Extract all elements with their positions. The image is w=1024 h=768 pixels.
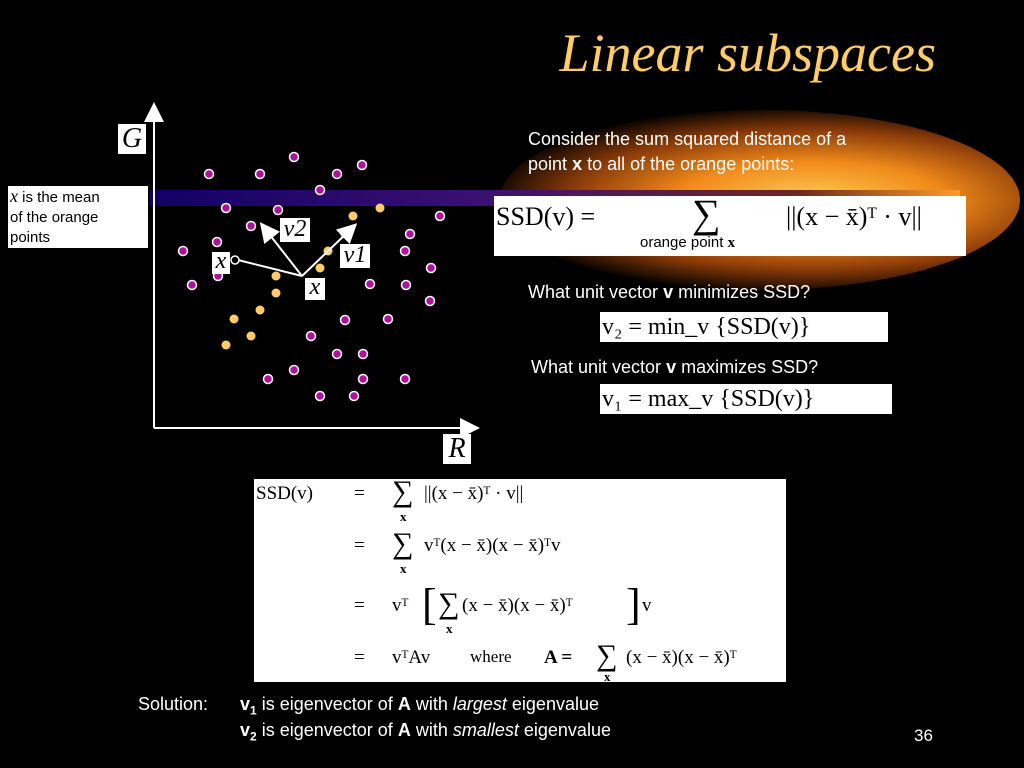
- purple-point: [254, 168, 266, 180]
- orange-point: [221, 340, 231, 350]
- x-point: [230, 255, 240, 265]
- solution-line-1: v1 is eigenvector of A with largest eige…: [240, 694, 599, 718]
- purple-point: [400, 279, 412, 291]
- mean-description-box: x is the mean of the orange points: [8, 186, 148, 248]
- slide-number: 36: [914, 726, 933, 745]
- question-maximize: What unit vector v maximizes SSD?: [531, 357, 819, 377]
- derivation-box: SSD(v) = ∑ x ||(x − x̄)ᵀ · v|| = ∑ x vᵀ(…: [254, 475, 786, 684]
- purple-point: [314, 184, 326, 196]
- purple-point: [305, 330, 317, 342]
- intro-text: Consider the sum squared distance of a p…: [528, 129, 847, 174]
- purple-point: [262, 373, 274, 385]
- purple-point: [331, 348, 343, 360]
- purple-point: [272, 204, 284, 216]
- purple-point: [382, 313, 394, 325]
- purple-point: [339, 314, 351, 326]
- scatter-plot: [144, 102, 480, 438]
- orange-point: [315, 263, 325, 273]
- purple-point: [356, 159, 368, 171]
- v2-min-formula: v₂ = min_v {SSD(v)}: [600, 312, 888, 342]
- x-point-label: x: [212, 249, 230, 274]
- orange-point: [271, 288, 281, 298]
- x-axis-label: R: [443, 434, 471, 464]
- purple-points: [177, 151, 446, 402]
- purple-point: [220, 202, 232, 214]
- y-axis-label: G: [118, 124, 146, 154]
- purple-point: [399, 245, 411, 257]
- orange-point: [246, 331, 256, 341]
- orange-point: [229, 314, 239, 324]
- purple-point: [364, 278, 376, 290]
- purple-point: [348, 390, 360, 402]
- purple-point: [288, 364, 300, 376]
- solution-label: Solution:: [138, 694, 209, 714]
- slide-title: Linear subspaces: [559, 23, 937, 83]
- purple-point: [404, 228, 416, 240]
- v1-max-formula: v₁ = max_v {SSD(v)}: [600, 384, 892, 414]
- solution-line-2: v2 is eigenvector of A with smallest eig…: [240, 720, 611, 744]
- ssd-formula-box: SSD(v) = ∑ orange point x ||(x − x̄)ᵀ · …: [494, 191, 966, 256]
- purple-point: [357, 348, 369, 360]
- purple-point: [399, 373, 411, 385]
- orange-point: [375, 203, 385, 213]
- orange-point: [255, 305, 265, 315]
- x-to-mean-line: [237, 259, 303, 277]
- purple-point: [288, 151, 300, 163]
- question-minimize: What unit vector v minimizes SSD?: [528, 282, 811, 302]
- purple-point: [424, 295, 436, 307]
- purple-point: [314, 390, 326, 402]
- purple-point: [211, 236, 223, 248]
- purple-point: [425, 262, 437, 274]
- purple-point: [203, 168, 215, 180]
- purple-point: [177, 245, 189, 257]
- v1-label: v1: [340, 243, 370, 268]
- orange-point: [271, 271, 281, 281]
- orange-point: [348, 211, 358, 221]
- v1-vector: [301, 223, 358, 277]
- purple-point: [331, 168, 343, 180]
- v2-vector: [259, 222, 303, 277]
- purple-point: [245, 220, 257, 232]
- v2-label: v2: [280, 217, 310, 242]
- purple-point: [186, 279, 198, 291]
- purple-point: [434, 210, 446, 222]
- purple-point: [357, 373, 369, 385]
- mean-label: x: [305, 275, 325, 300]
